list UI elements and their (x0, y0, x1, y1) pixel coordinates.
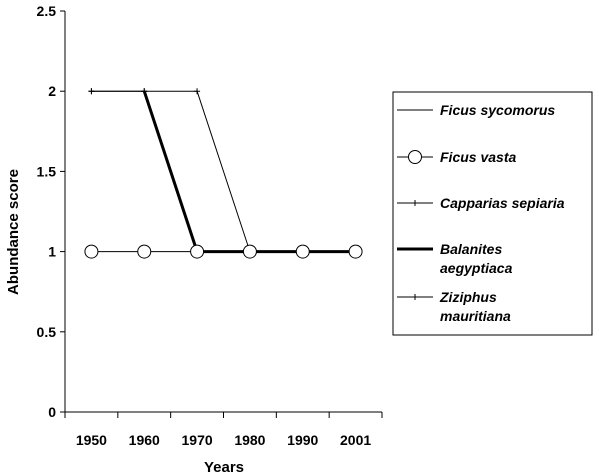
y-tick-label: 2 (48, 83, 56, 99)
series-capparias-sepiaria (88, 88, 359, 255)
capparias-sepiaria-line (91, 90, 356, 253)
balanites-aegyptiaca-line (142, 90, 356, 254)
y-tick-label: 0.5 (37, 324, 57, 340)
series-ficus-sycomorus (143, 91, 356, 253)
axes: 0 0.5 1 1.5 2 2.5 1950 1960 1970 1980 1990 2001 (37, 3, 383, 448)
ficus-vasta-point (137, 244, 152, 259)
series-layer (84, 88, 363, 259)
ficus-vasta-point (242, 244, 257, 259)
legend-item-ficus-vasta: Ficus vasta (397, 149, 516, 165)
legend-label: Ficus sycomorus (440, 102, 555, 118)
legend-marker (412, 294, 418, 300)
x-tick-label: 1980 (234, 432, 265, 448)
legend-marker (408, 150, 422, 164)
legend-label: mauritiana (440, 308, 511, 324)
ficus-vasta-point (295, 244, 310, 259)
legend-marker (412, 200, 418, 206)
y-tick-label: 0 (48, 404, 56, 420)
legend-item-capparias-sepiaria: Capparias sepiaria (397, 195, 565, 211)
ficus-sycomorus-line (143, 91, 356, 253)
ficus-vasta-point (348, 244, 363, 259)
capparias-sepiaria-point (194, 88, 201, 95)
ficus-vasta-point (84, 244, 99, 259)
legend-box (392, 91, 593, 336)
y-tick-label: 1.5 (37, 163, 57, 179)
x-tick-label: 1950 (76, 432, 107, 448)
legend-label: aegyptiaca (440, 260, 513, 276)
legend-label: Ziziphus (439, 289, 497, 305)
legend-item-ficus-sycomorus: Ficus sycomorus (397, 102, 555, 118)
legend-label: Ficus vasta (440, 149, 516, 165)
ficus-vasta-point (190, 244, 205, 259)
x-tick-label: 2001 (340, 432, 371, 448)
y-tick-label: 2.5 (37, 3, 57, 19)
legend: Ficus sycomorus Ficus vasta Capparias sepi… (392, 91, 593, 336)
x-tick-label: 1960 (129, 432, 160, 448)
y-tick-label: 1 (48, 244, 56, 260)
x-axis-title: Years (204, 459, 244, 476)
legend-item-ziziphus-mauritiana: Ziziphus mauritiana (397, 289, 511, 324)
ziziphus-mauritiana-point (88, 88, 95, 95)
x-tick-label: 1970 (182, 432, 213, 448)
legend-item-balanites-aegyptiaca: Balanites aegyptiaca (397, 241, 513, 276)
legend-label: Capparias sepiaria (440, 195, 565, 211)
x-tick-label: 1990 (287, 432, 318, 448)
series-balanites-aegyptiaca (142, 90, 356, 254)
legend-label: Balanites (440, 241, 502, 257)
y-axis-title: Abundance score (5, 169, 22, 295)
series-ficus-vasta (84, 244, 363, 259)
